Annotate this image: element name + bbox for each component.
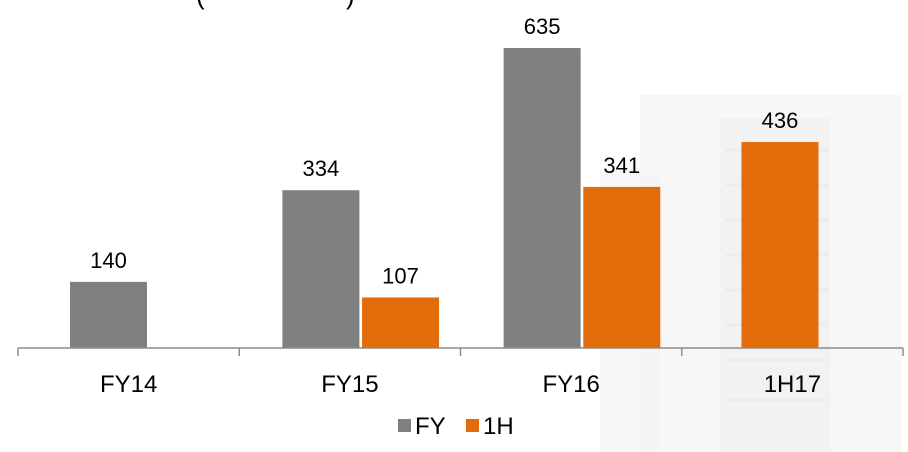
category-label-fy15: FY15 [321,371,378,398]
bar-1h-1h17 [741,142,819,348]
x-axis-labels: FY14 FY15 FY16 1H17 [100,371,821,398]
category-label-fy14: FY14 [100,371,157,398]
data-label-fy-fy14: 140 [90,248,127,273]
category-label-fy16: FY16 [542,371,599,398]
bars-group [69,48,819,348]
legend-label-fy: FY [415,413,446,440]
data-label-1h-fy15: 107 [382,263,419,288]
legend-label-1h: 1H [483,413,514,440]
legend: FY 1H [398,413,514,440]
category-label-1h17: 1H17 [764,371,821,398]
data-label-1h-1h17: 436 [762,108,799,133]
bar-fy-fy14 [69,281,147,348]
data-label-1h-fy16: 341 [603,153,640,178]
x-axis-ticks [17,348,904,356]
legend-swatch-1h [466,419,479,432]
legend-swatch-fy [398,419,411,432]
title-fragment-right: ) [346,0,355,10]
bar-1h-fy16 [583,186,661,348]
data-label-fy-fy15: 334 [303,156,340,181]
bar-1h-fy15 [362,297,440,348]
bar-fy-fy16 [503,48,581,348]
data-labels-group: 140 334 107 635 341 436 [90,14,798,288]
data-label-fy-fy16: 635 [524,14,561,39]
title-fragment-left: ( [196,0,205,10]
bar-fy-fy15 [282,190,360,348]
